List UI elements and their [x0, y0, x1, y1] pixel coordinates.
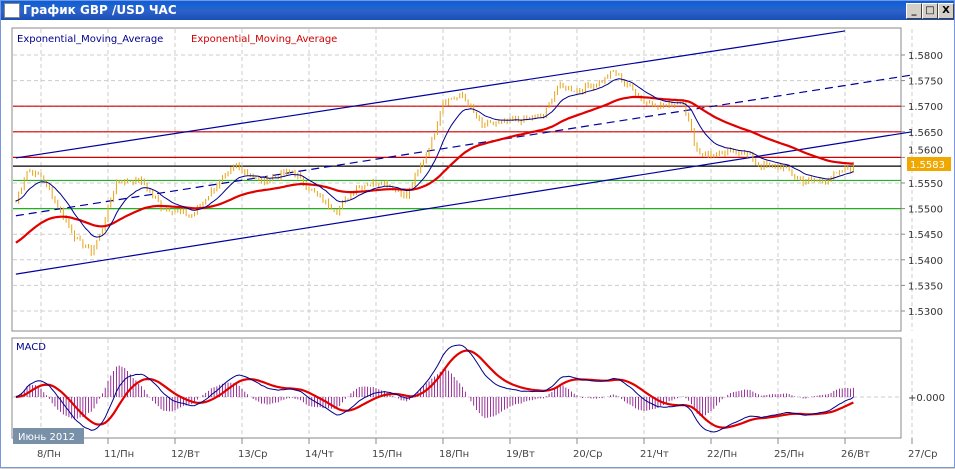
macd-line	[15, 344, 854, 433]
close-button[interactable]: X	[938, 3, 954, 19]
ema-slow-line	[15, 95, 854, 244]
y-tick-label: 1.5450	[908, 230, 943, 241]
legend-ema-fast: Exponential_Moving_Average	[17, 34, 163, 45]
channel-line	[15, 30, 846, 159]
last-price-label: 1.5583	[910, 160, 945, 171]
y-tick-label: 1.5400	[908, 256, 943, 267]
y-tick-label: 1.5350	[908, 281, 943, 292]
macd-zero-label: +0.000	[908, 393, 945, 404]
x-tick-label: 26/Вт	[841, 449, 870, 460]
channel-line	[15, 74, 913, 217]
x-tick-label: 20/Ср	[573, 449, 602, 460]
y-tick-label: 1.5650	[908, 128, 943, 139]
y-tick-label: 1.5600	[908, 145, 943, 156]
y-tick-label: 1.5800	[908, 51, 943, 62]
title-bar[interactable]: График GBP /USD ЧАС _ □ X	[1, 1, 954, 20]
chart-app-icon	[4, 3, 20, 18]
macd-title: MACD	[16, 342, 46, 353]
price-panel	[11, 27, 902, 332]
x-tick-label: 8/Пн	[37, 449, 61, 460]
x-tick-label: 13/Ср	[238, 449, 267, 460]
legend-ema-slow: Exponential_Moving_Average	[191, 34, 337, 45]
month-badge-bg	[13, 428, 84, 444]
macd-panel	[11, 337, 902, 439]
minimize-button[interactable]: _	[906, 3, 922, 19]
y-tick-label: 1.5700	[908, 102, 943, 113]
x-tick-label: 22/Пн	[707, 449, 737, 460]
month-badge: Июнь 2012	[18, 432, 75, 443]
channel-line	[15, 131, 913, 275]
y-tick-label: 1.5500	[908, 205, 943, 216]
x-tick-label: 25/Пн	[774, 449, 804, 460]
x-tick-label: 12/Вт	[171, 449, 200, 460]
ema-fast-line	[15, 78, 854, 238]
last-price-badge	[907, 157, 951, 171]
y-tick-label: 1.5550	[908, 179, 943, 190]
x-tick-label: 27/Ср	[908, 449, 937, 460]
y-tick-label: 1.5300	[908, 307, 943, 318]
x-tick-label: 21/Чт	[640, 449, 669, 460]
x-tick-label: 18/Пн	[439, 449, 469, 460]
window-title: График GBP /USD ЧАС	[23, 3, 177, 17]
macd-signal-line	[15, 349, 854, 429]
x-tick-label: 15/Пн	[372, 449, 402, 460]
maximize-button[interactable]: □	[922, 3, 938, 19]
x-tick-label: 14/Чт	[305, 449, 334, 460]
y-tick-label: 1.5750	[908, 77, 943, 88]
x-tick-label: 11/Пн	[104, 449, 134, 460]
x-tick-label: 19/Вт	[506, 449, 535, 460]
